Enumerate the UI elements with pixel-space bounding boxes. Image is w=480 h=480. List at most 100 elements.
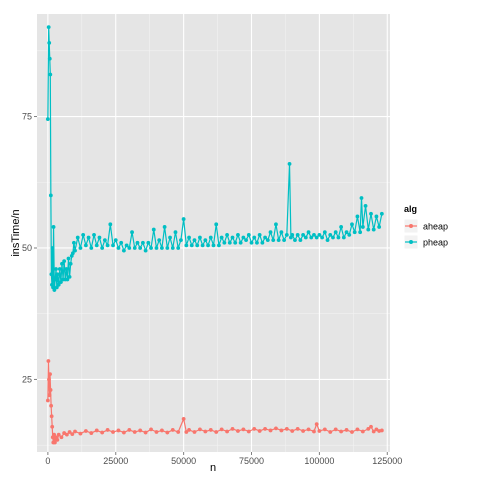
- x-tick-label: 0: [45, 456, 50, 466]
- data-point-pheap: [181, 217, 186, 221]
- data-point-aheap: [314, 422, 319, 427]
- data-point-pheap: [320, 235, 325, 240]
- data-point-pheap: [192, 238, 197, 243]
- data-point-aheap: [100, 430, 105, 435]
- data-point-pheap: [284, 232, 289, 237]
- data-point-pheap: [51, 225, 56, 229]
- data-point-pheap: [56, 282, 61, 287]
- data-point-pheap: [360, 225, 365, 229]
- data-point-aheap: [160, 428, 164, 433]
- x-tick-label: 25000: [103, 456, 128, 466]
- data-point-aheap: [333, 427, 338, 432]
- data-point-aheap: [64, 432, 69, 437]
- data-point-pheap: [54, 267, 58, 271]
- data-point-pheap: [160, 246, 164, 250]
- data-point-pheap: [306, 230, 311, 235]
- data-point-pheap: [350, 222, 354, 227]
- data-point-pheap: [108, 222, 113, 227]
- data-point-aheap: [279, 428, 284, 433]
- data-point-pheap: [371, 227, 376, 232]
- data-point-pheap: [287, 161, 292, 166]
- data-point-pheap: [252, 235, 257, 240]
- data-point-aheap: [132, 430, 137, 434]
- data-point-aheap: [89, 431, 94, 435]
- data-point-aheap: [379, 428, 384, 433]
- data-point-pheap: [59, 280, 63, 285]
- data-point-pheap: [358, 230, 363, 235]
- data-point-pheap: [138, 246, 143, 250]
- data-point-pheap: [312, 232, 316, 237]
- data-point-pheap: [162, 225, 167, 229]
- data-point-aheap: [322, 427, 327, 432]
- data-point-pheap: [249, 240, 254, 245]
- data-point-pheap: [293, 238, 297, 243]
- data-point-pheap: [233, 240, 238, 245]
- data-point-pheap: [244, 238, 248, 243]
- data-point-pheap: [116, 246, 121, 250]
- data-point-pheap: [102, 238, 107, 243]
- data-point-aheap: [328, 430, 333, 434]
- data-point-pheap: [168, 235, 172, 240]
- data-point-pheap: [217, 243, 221, 248]
- data-point-aheap: [47, 377, 51, 382]
- data-point-aheap: [143, 430, 148, 435]
- data-point-pheap: [47, 56, 52, 61]
- data-point-aheap: [53, 440, 57, 445]
- data-point-aheap: [257, 429, 262, 433]
- legend-title: alg: [404, 204, 417, 214]
- data-point-pheap: [260, 240, 265, 245]
- data-point-pheap: [214, 222, 219, 227]
- data-point-pheap: [67, 275, 72, 279]
- data-point-aheap: [46, 359, 51, 363]
- data-point-aheap: [49, 414, 54, 419]
- data-point-pheap: [268, 230, 273, 235]
- data-point-pheap: [83, 243, 88, 248]
- data-point-aheap: [111, 430, 115, 434]
- data-point-aheap: [48, 372, 52, 377]
- data-point-aheap: [301, 429, 306, 433]
- data-point-pheap: [173, 230, 178, 235]
- data-point-pheap: [141, 240, 145, 245]
- data-point-aheap: [105, 428, 110, 432]
- data-point-pheap: [265, 238, 270, 243]
- data-point-aheap: [203, 429, 208, 434]
- data-point-aheap: [268, 428, 273, 433]
- series-aheap: [45, 359, 384, 445]
- data-point-pheap: [347, 232, 352, 237]
- data-point-pheap: [203, 238, 208, 243]
- data-point-pheap: [230, 235, 235, 240]
- data-point-aheap: [45, 398, 50, 403]
- data-point-pheap: [303, 235, 308, 240]
- data-point-pheap: [263, 235, 267, 240]
- data-point-aheap: [306, 427, 311, 432]
- series-pheap: [45, 25, 384, 292]
- legend: alg aheap pheap: [403, 204, 448, 250]
- data-point-pheap: [130, 230, 134, 235]
- data-point-pheap: [111, 243, 115, 248]
- data-point-pheap: [64, 267, 69, 271]
- data-point-pheap: [322, 230, 327, 235]
- data-point-aheap: [116, 428, 121, 433]
- legend-key-point-aheap: [409, 224, 413, 228]
- data-point-aheap: [187, 428, 191, 432]
- data-point-pheap: [45, 117, 50, 122]
- data-point-pheap: [255, 240, 259, 245]
- data-point-pheap: [121, 248, 126, 253]
- data-point-pheap: [75, 235, 80, 240]
- data-point-pheap: [62, 259, 67, 264]
- data-point-aheap: [236, 429, 240, 433]
- data-point-pheap: [352, 230, 357, 235]
- x-tick-label: 50000: [171, 456, 196, 466]
- data-point-pheap: [46, 25, 51, 30]
- data-point-aheap: [48, 388, 53, 392]
- data-point-pheap: [339, 225, 344, 229]
- data-point-aheap: [73, 429, 77, 434]
- legend-label-pheap: pheap: [423, 238, 448, 248]
- data-point-pheap: [295, 232, 300, 237]
- data-point-pheap: [92, 232, 96, 237]
- data-point-pheap: [149, 246, 153, 250]
- data-point-pheap: [341, 235, 346, 240]
- data-point-aheap: [59, 435, 64, 440]
- data-point-pheap: [198, 235, 202, 240]
- data-point-pheap: [179, 238, 183, 243]
